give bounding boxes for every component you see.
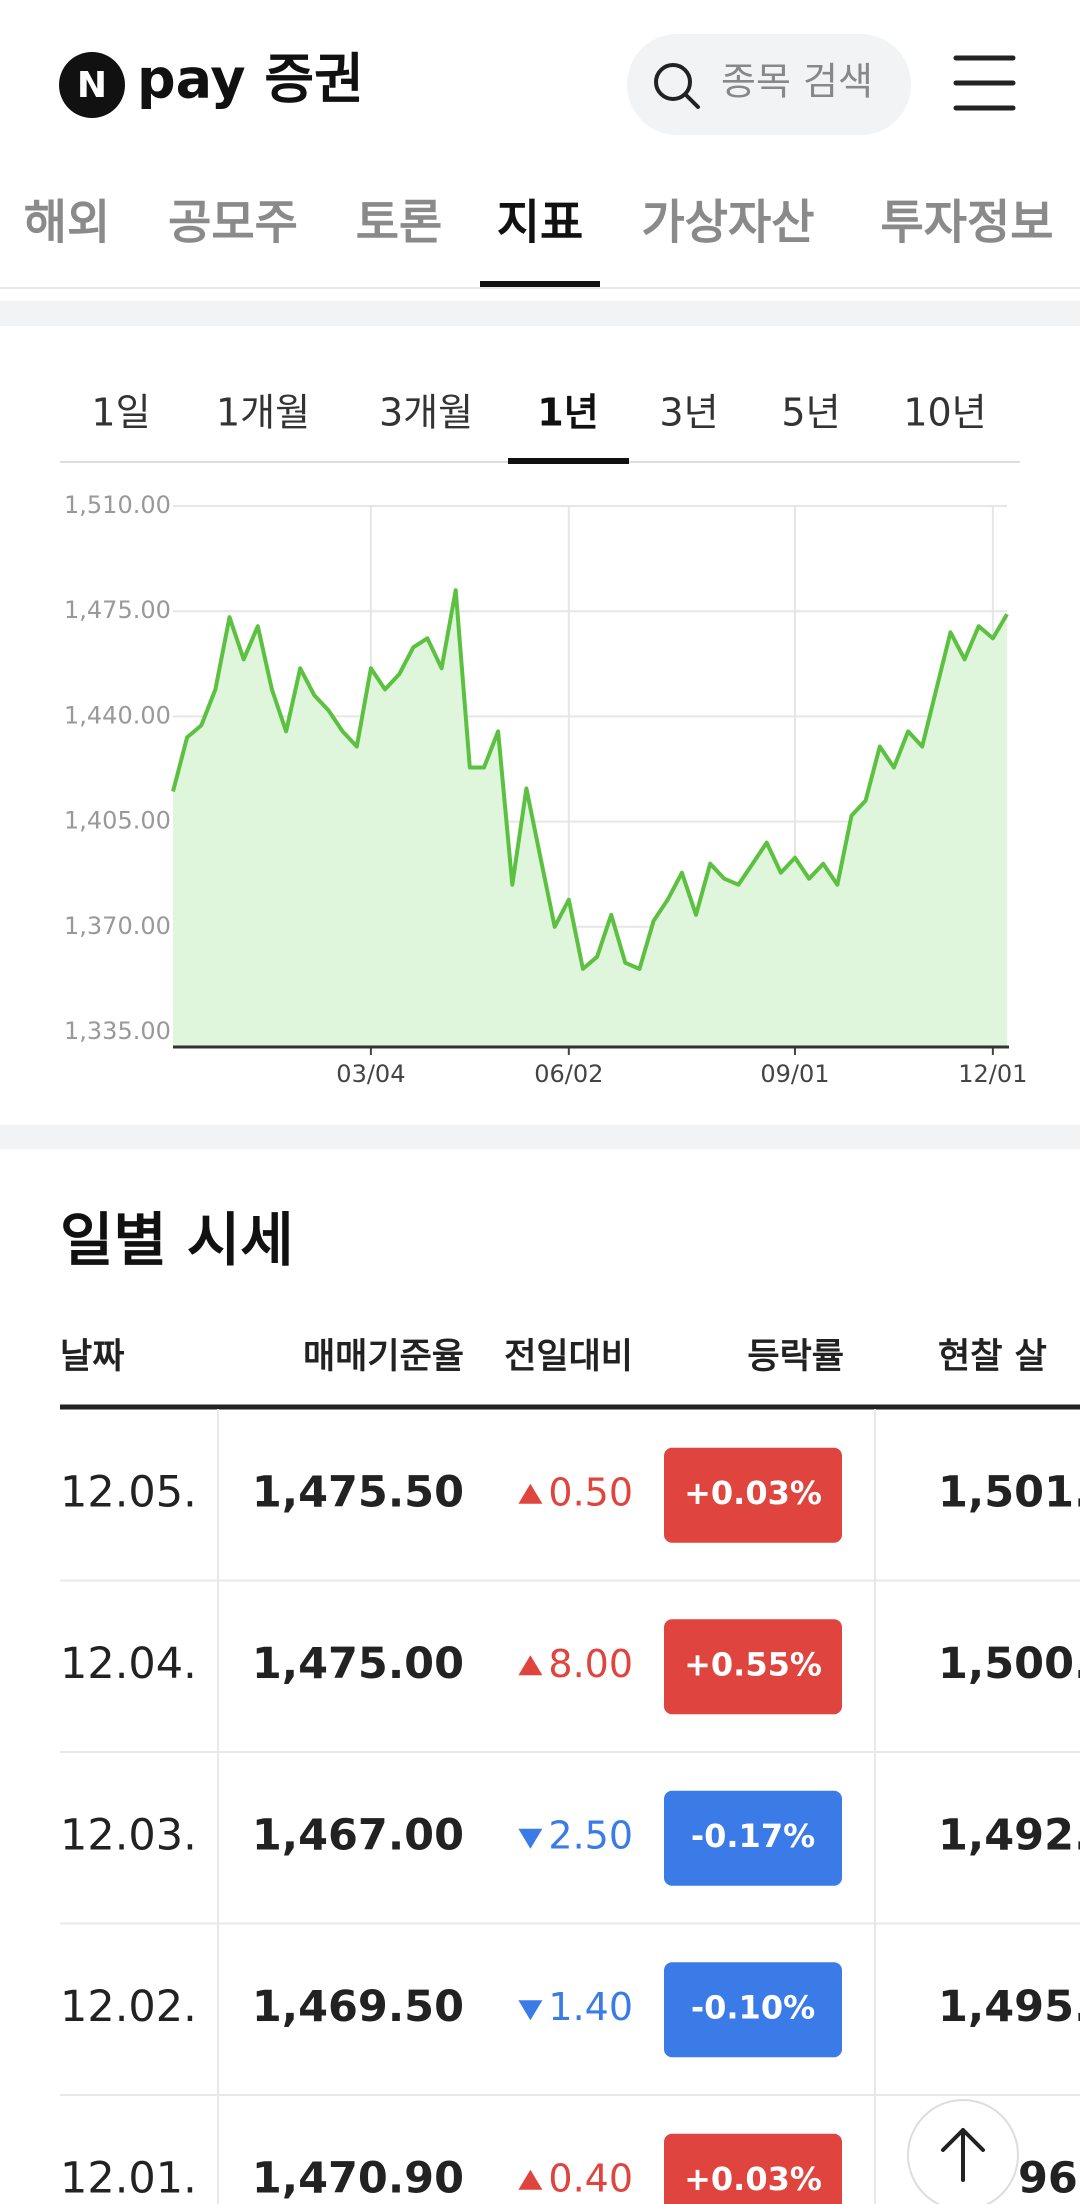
up-arrow xyxy=(518,1483,543,1504)
brand[interactable]: pay 증권 xyxy=(137,48,364,111)
section-gap xyxy=(0,1125,1080,1149)
logo-mark[interactable]: N xyxy=(77,65,107,106)
search-box[interactable] xyxy=(627,34,911,135)
cash-buy: 1,501.3 xyxy=(938,1467,1080,1517)
logo-circle[interactable] xyxy=(59,52,125,118)
rate: 1,475.50 xyxy=(252,1467,464,1517)
change-rate: -0.10% xyxy=(691,1988,815,2026)
search-placeholder[interactable]: 종목 검색 xyxy=(721,60,873,104)
period-tab[interactable]: 1년 xyxy=(537,391,598,435)
rate: 1,470.90 xyxy=(252,2153,464,2203)
menu-button[interactable] xyxy=(953,55,1016,111)
column-header: 매매기준율 xyxy=(303,1337,464,1377)
change-rate: +0.03% xyxy=(684,1474,822,1512)
rate: 1,469.50 xyxy=(252,1982,464,2032)
nav-tab[interactable]: 가상자산 xyxy=(642,196,815,251)
nav-tab[interactable]: 해외 xyxy=(24,196,110,251)
nav-tab-indicator xyxy=(480,281,600,287)
x-tick-label: 06/02 xyxy=(534,1060,603,1088)
period-tab[interactable]: 1개월 xyxy=(216,391,310,435)
y-tick-label: 1,335.00 xyxy=(64,1017,171,1045)
scroll-top-icon xyxy=(941,2128,985,2182)
date: 12.05. xyxy=(60,1467,197,1517)
date: 12.02. xyxy=(60,1982,197,2032)
up-arrow xyxy=(518,2169,543,2190)
up-arrow xyxy=(518,1655,543,1676)
change-rate-badge xyxy=(664,1790,842,1886)
section-title: 일별 시세 xyxy=(60,1206,294,1274)
nav-tab[interactable]: 토론 xyxy=(356,196,442,251)
change: 0.50 xyxy=(548,1470,633,1514)
cash-buy: 96.6 xyxy=(1018,2153,1080,2203)
rate: 1,467.00 xyxy=(252,1810,464,1860)
change: 2.50 xyxy=(548,1813,633,1857)
date: 12.04. xyxy=(60,1639,197,1689)
period-tab[interactable]: 3개월 xyxy=(379,391,473,435)
cash-buy: 1,495.2 xyxy=(938,1982,1080,2032)
change-rate: +0.55% xyxy=(684,1645,822,1683)
period-tab-indicator xyxy=(508,458,629,464)
period-tab[interactable]: 5년 xyxy=(781,391,840,435)
down-arrow xyxy=(518,2000,543,2021)
y-tick-label: 1,405.00 xyxy=(64,807,171,835)
y-tick-label: 1,370.00 xyxy=(64,912,171,940)
column-header: 날짜 xyxy=(60,1337,124,1377)
change-rate-badge xyxy=(664,1962,842,2058)
period-tab[interactable]: 3년 xyxy=(659,391,718,435)
change-rate-badge xyxy=(664,2133,842,2204)
change: 0.40 xyxy=(548,2156,633,2200)
cash-buy: 1,492.6 xyxy=(938,1810,1080,1860)
column-header: 등락률 xyxy=(747,1337,844,1377)
y-tick-label: 1,440.00 xyxy=(64,701,171,729)
period-tab[interactable]: 10년 xyxy=(903,391,986,435)
x-tick-label: 12/01 xyxy=(958,1060,1027,1088)
nav-tab[interactable]: 공모주 xyxy=(168,196,298,251)
nav-tab[interactable]: 지표 xyxy=(497,196,583,251)
x-tick-label: 09/01 xyxy=(760,1060,829,1088)
change: 1.40 xyxy=(548,1985,633,2029)
column-header: 현찰 살 xyxy=(938,1337,1047,1377)
search-icon-handle xyxy=(684,93,700,109)
x-tick-label: 03/04 xyxy=(336,1060,405,1088)
date: 12.01. xyxy=(60,2153,197,2203)
search-icon xyxy=(654,63,692,101)
change-rate-badge xyxy=(664,1619,842,1715)
y-tick-label: 1,475.00 xyxy=(64,596,171,624)
down-arrow xyxy=(518,1828,543,1849)
rate: 1,475.00 xyxy=(252,1639,464,1689)
change-rate: +0.03% xyxy=(684,2160,822,2198)
change-rate-badge xyxy=(664,1447,842,1543)
line xyxy=(171,588,1009,971)
section-gap xyxy=(0,301,1080,326)
area xyxy=(173,590,1007,1047)
cash-buy: 1,500.8 xyxy=(938,1639,1080,1689)
y-tick-label: 1,510.00 xyxy=(64,491,171,519)
change-rate: -0.17% xyxy=(691,1817,815,1855)
change: 8.00 xyxy=(548,1642,633,1686)
period-tab[interactable]: 1일 xyxy=(91,391,150,435)
column-header: 전일대비 xyxy=(504,1337,633,1377)
date: 12.03. xyxy=(60,1810,197,1860)
nav-tab[interactable]: 투자정보 xyxy=(881,196,1054,251)
